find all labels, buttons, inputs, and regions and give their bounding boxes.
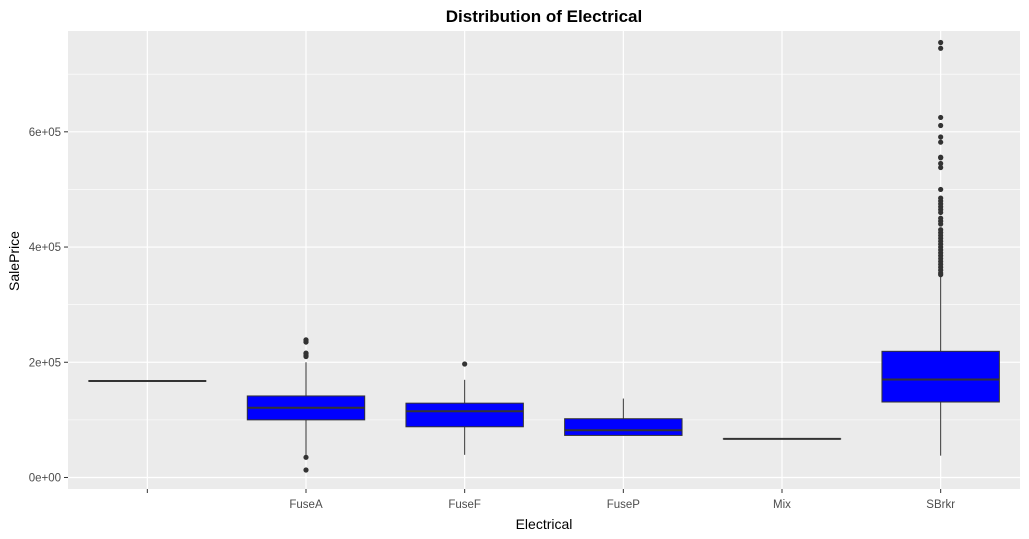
box-iqr — [405, 402, 524, 428]
box-group — [405, 361, 524, 455]
outlier-point — [938, 186, 944, 193]
outlier-point — [938, 122, 944, 129]
outlier-point — [462, 361, 468, 367]
chart-title: Distribution of Electrical — [446, 7, 642, 26]
y-axis: 0e+00 2e+05 4e+05 6e+05 — [29, 127, 68, 484]
outlier-point — [938, 114, 944, 121]
x-tick-label: FuseP — [607, 499, 641, 511]
outlier-point — [938, 227, 944, 233]
y-tick-label: 2e+05 — [29, 357, 61, 369]
plot-panel — [68, 31, 1020, 489]
x-tick-label: FuseF — [448, 499, 481, 511]
y-tick-label: 0e+00 — [29, 472, 61, 484]
box-series — [88, 39, 1000, 473]
x-tick-label: FuseA — [289, 499, 323, 511]
outlier-point — [303, 454, 309, 460]
box-iqr — [881, 350, 1000, 403]
outlier-point — [303, 467, 309, 473]
x-tick-label: Mix — [773, 499, 791, 511]
y-tick-label: 4e+05 — [29, 242, 61, 254]
outlier-point — [938, 45, 944, 51]
x-axis-title: Electrical — [516, 516, 573, 532]
x-axis: FuseA FuseF FuseP Mix SBrkr — [146, 489, 955, 511]
box-iqr — [564, 418, 683, 436]
x-tick-label: SBrkr — [926, 499, 955, 511]
box-group — [881, 39, 1000, 456]
outlier-point — [303, 350, 309, 356]
outlier-point — [938, 39, 944, 46]
box-group — [246, 337, 366, 473]
outlier-point — [938, 139, 944, 145]
outlier-point — [938, 134, 944, 140]
outlier-point — [938, 154, 944, 160]
outlier-point — [938, 215, 944, 221]
outlier-point — [938, 164, 944, 171]
outlier-point — [938, 160, 944, 167]
outlier-point — [303, 337, 309, 343]
box-group — [564, 398, 683, 436]
y-tick-label: 6e+05 — [29, 127, 61, 139]
outlier-point — [938, 195, 944, 201]
y-axis-title: SalePrice — [6, 231, 22, 291]
